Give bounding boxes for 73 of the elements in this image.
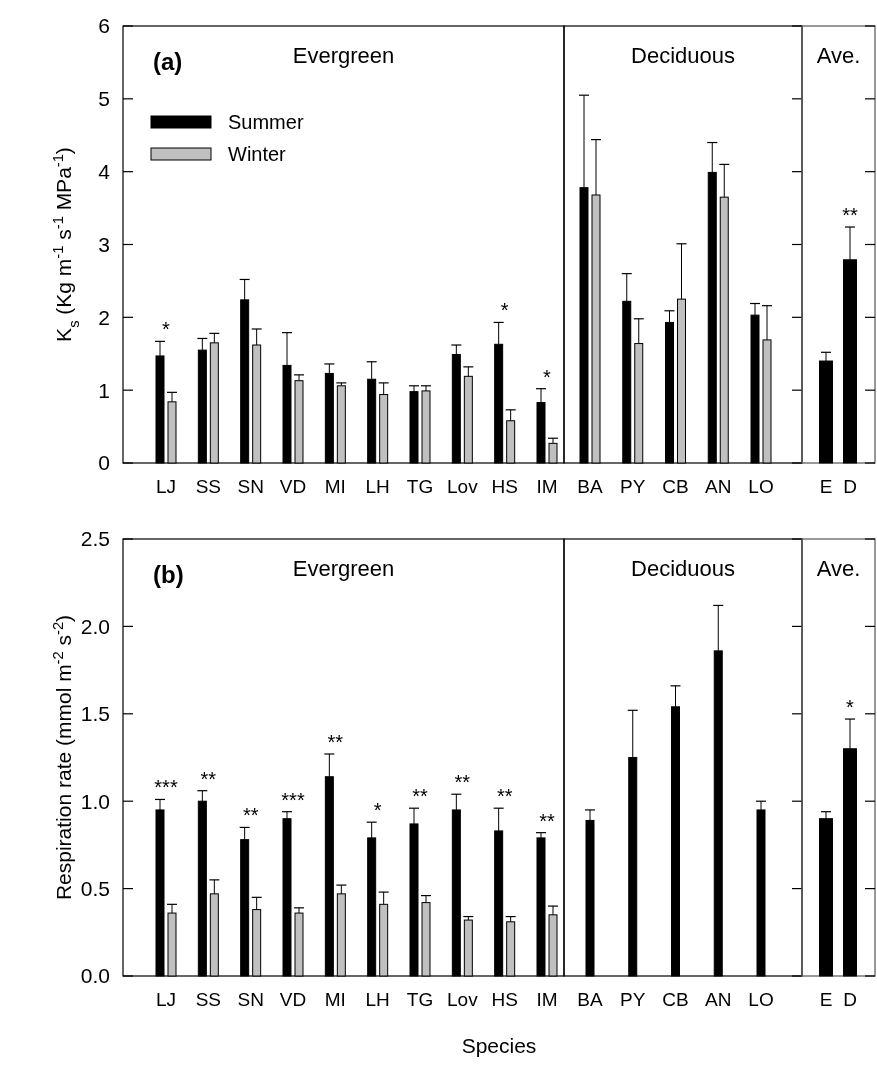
x-tick-label: E [819,989,833,1010]
annotation: ** [539,809,555,832]
text: Evergreen [292,43,395,68]
y-tick-label: 1 [98,378,110,402]
x-tick-label: TG [406,989,434,1010]
x-tick-label: LJ [155,989,177,1010]
y-tick-label: 6 [98,14,110,38]
x-tick-label: PY [620,476,646,497]
annotation: ** [412,785,428,808]
y-tick-label: 4 [98,160,111,184]
annotation: *** [154,776,178,799]
text: Ave. [816,43,861,68]
annotation: * [543,365,552,388]
y-tick-label: 5 [98,87,110,111]
x-tick-label: IM [536,476,558,497]
x-tick-label: LO [748,476,774,497]
annotation: * [162,318,171,341]
x-tick-label: SN [237,989,264,1010]
annotation: ** [200,767,217,790]
legend-label: Winter [228,143,287,165]
x-tick-label: LH [365,476,390,497]
text: Deciduous [631,43,735,68]
annotation: * [846,696,855,719]
text: Deciduous [631,556,735,581]
x-tick-label: VD [279,989,307,1010]
text: Ave. [816,556,861,581]
x-tick-label: LO [748,989,774,1010]
x-tick-label: LJ [155,476,177,497]
annotation: * [373,799,382,822]
y-tick-label: 0 [98,451,110,475]
x-tick-label: D [843,989,857,1010]
y-tick-label: 2 [98,305,110,329]
x-tick-label: CB [662,476,689,497]
text: Evergreen [292,556,395,581]
x-tick-label: D [843,476,857,497]
x-tick-label: MI [324,476,346,497]
x-tick-label: IM [536,989,558,1010]
annotation: ** [327,731,344,753]
x-tick-label: Lov [447,476,479,497]
x-tick-label: AN [705,476,732,497]
y-tick-label: 2.0 [80,614,110,638]
annotation: ** [454,771,471,794]
y-tick-label: 3 [98,232,110,256]
x-tick-label: BA [577,989,603,1010]
annotation: (a) [153,48,183,75]
x-tick-label: SN [237,476,264,497]
annotation: ** [242,804,259,827]
x-tick-label: AN [705,989,732,1010]
x-tick-label: HS [491,476,518,497]
x-tick-label: SS [195,989,222,1010]
annotation: ** [496,785,513,808]
x-tick-label: BA [577,476,603,497]
annotation: *** [281,788,305,811]
legend-label: Summer [228,111,304,133]
x-tick-label: E [819,476,833,497]
x-axis-title: Species [461,1034,537,1057]
y-tick-label: 1.0 [80,789,110,813]
x-tick-label: TG [406,476,434,497]
y-tick-label: 1.5 [80,702,110,726]
x-tick-label: MI [324,989,346,1010]
annotation: ** [842,204,858,227]
x-tick-label: VD [279,476,307,497]
x-tick-label: HS [491,989,518,1010]
y-tick-label: 2.5 [80,527,110,551]
y-tick-label: 0.5 [80,876,110,900]
x-tick-label: SS [195,476,222,497]
x-tick-label: CB [662,989,689,1010]
annotation: * [500,299,509,322]
x-tick-label: PY [620,989,646,1010]
x-tick-label: LH [365,989,390,1010]
y-tick-label: 0.0 [80,964,110,988]
annotation: (b) [153,561,184,588]
x-tick-label: Lov [447,989,479,1010]
